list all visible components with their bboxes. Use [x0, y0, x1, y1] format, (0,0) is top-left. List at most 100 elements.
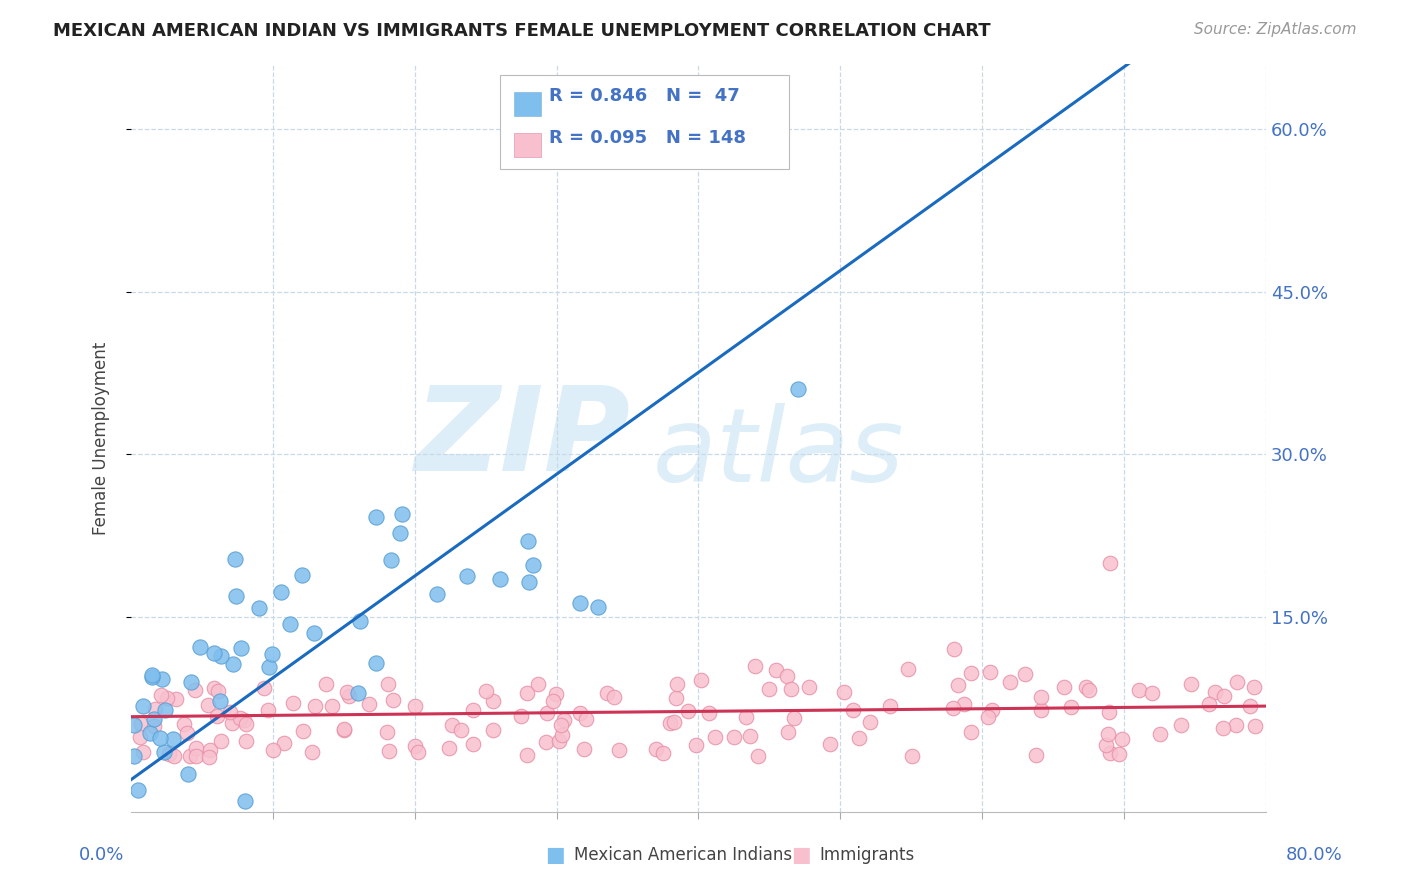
Point: [273, 736, 295, 750]
Point: [378, 743, 401, 757]
Point: [509, 709, 531, 723]
Text: Mexican American Indians: Mexican American Indians: [574, 846, 792, 863]
Point: [603, 690, 626, 705]
FancyBboxPatch shape: [513, 92, 541, 116]
Point: [574, 741, 596, 756]
Point: [260, 647, 283, 661]
Point: [977, 710, 1000, 724]
Point: [304, 626, 326, 640]
Point: [690, 673, 713, 687]
Point: [463, 737, 485, 751]
Point: [1025, 748, 1047, 763]
Point: [952, 697, 974, 711]
Point: [1094, 738, 1116, 752]
Point: [228, 711, 250, 725]
Point: [550, 717, 572, 731]
Point: [522, 558, 544, 572]
Point: [596, 686, 619, 700]
Point: [173, 717, 195, 731]
Point: [832, 684, 855, 698]
Text: ■: ■: [546, 845, 565, 864]
Point: [247, 601, 270, 615]
Point: [666, 677, 689, 691]
Point: [645, 742, 668, 756]
Point: [224, 552, 246, 566]
Point: [209, 734, 232, 748]
Point: [548, 733, 571, 747]
Point: [797, 680, 820, 694]
Point: [129, 717, 152, 731]
Point: [131, 698, 153, 713]
Point: [516, 748, 538, 763]
Point: [270, 584, 292, 599]
Text: Immigrants: Immigrants: [820, 846, 915, 863]
Point: [229, 640, 252, 655]
Point: [179, 748, 201, 763]
Point: [1149, 727, 1171, 741]
Point: [291, 724, 314, 739]
Point: [222, 657, 245, 671]
Point: [202, 681, 225, 695]
Point: [186, 740, 208, 755]
Point: [197, 698, 219, 712]
Point: [235, 716, 257, 731]
Point: [235, 734, 257, 748]
Point: [1213, 689, 1236, 703]
Point: [1180, 676, 1202, 690]
Point: [1111, 731, 1133, 746]
Point: [879, 699, 901, 714]
Point: [740, 729, 762, 743]
Point: [659, 715, 682, 730]
Point: [676, 704, 699, 718]
Point: [391, 507, 413, 521]
Point: [699, 706, 721, 721]
Point: [704, 731, 727, 745]
Point: [333, 722, 356, 736]
Point: [124, 718, 146, 732]
Point: [184, 748, 207, 763]
Point: [744, 659, 766, 673]
Point: [149, 731, 172, 745]
Point: [304, 698, 326, 713]
Point: [1142, 686, 1164, 700]
Point: [551, 728, 574, 742]
Point: [780, 681, 803, 696]
Text: MEXICAN AMERICAN INDIAN VS IMMIGRANTS FEMALE UNEMPLOYMENT CORRELATION CHART: MEXICAN AMERICAN INDIAN VS IMMIGRANTS FE…: [53, 22, 991, 40]
Point: [818, 737, 841, 751]
Point: [290, 567, 312, 582]
Point: [664, 714, 686, 729]
Point: [778, 725, 800, 739]
Text: R = 0.095   N = 148: R = 0.095 N = 148: [548, 128, 745, 146]
Point: [1074, 681, 1097, 695]
Point: [607, 743, 630, 757]
Point: [207, 684, 229, 698]
Point: [1098, 705, 1121, 719]
Point: [979, 665, 1001, 679]
Point: [404, 739, 426, 753]
Point: [685, 738, 707, 752]
Point: [776, 669, 799, 683]
Y-axis label: Female Unemployment: Female Unemployment: [93, 342, 110, 534]
Point: [359, 697, 381, 711]
Point: [200, 743, 222, 757]
Point: [380, 553, 402, 567]
Point: [347, 686, 370, 700]
Point: [475, 683, 498, 698]
Text: Source: ZipAtlas.com: Source: ZipAtlas.com: [1194, 22, 1357, 37]
Point: [259, 660, 281, 674]
Point: [150, 689, 173, 703]
Point: [377, 677, 399, 691]
Point: [364, 656, 387, 670]
Point: [1243, 681, 1265, 695]
Text: ■: ■: [792, 845, 811, 864]
FancyBboxPatch shape: [501, 75, 789, 169]
Point: [382, 693, 405, 707]
Point: [127, 783, 149, 797]
Point: [541, 694, 564, 708]
Point: [281, 696, 304, 710]
Point: [517, 575, 540, 590]
Point: [253, 681, 276, 696]
Point: [156, 690, 179, 705]
Point: [262, 743, 284, 757]
Point: [747, 748, 769, 763]
